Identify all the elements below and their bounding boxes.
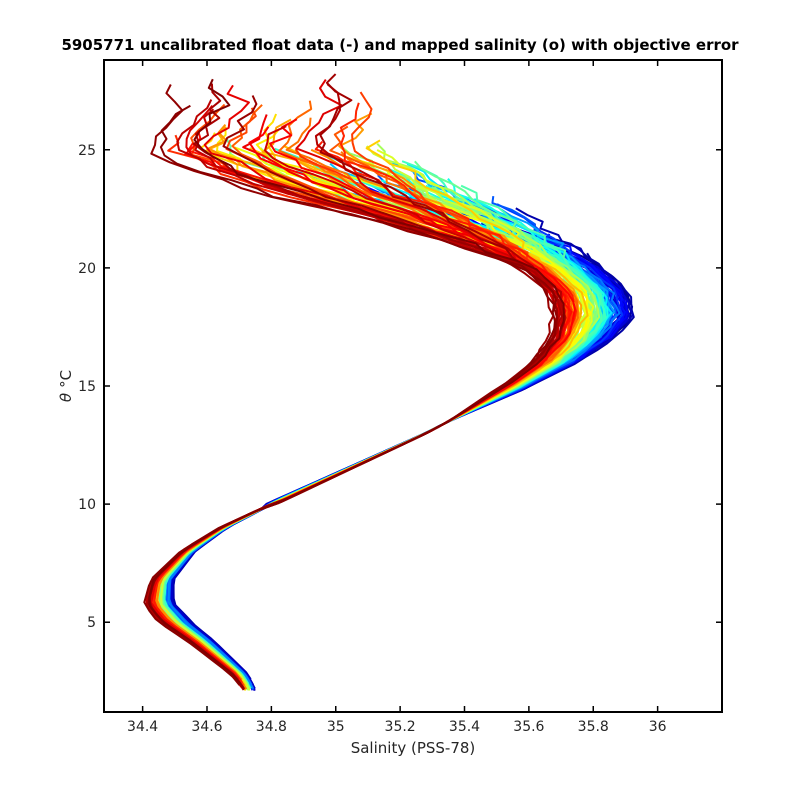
chart-title: 5905771 uncalibrated float data (-) and … — [61, 36, 739, 54]
y-axis: 5 10 15 20 25 — [78, 143, 722, 631]
y-tick-label: 25 — [78, 143, 96, 159]
x-axis: 34.4 34.6 34.8 35 35.2 35.4 35.6 35.8 36 — [127, 60, 667, 735]
profile-line — [143, 104, 556, 686]
x-tick-label: 35.2 — [385, 719, 416, 735]
y-axis-label: θ °C — [57, 370, 75, 402]
profile-line — [148, 78, 565, 685]
y-tick-label: 15 — [78, 379, 96, 395]
x-tick-label: 34.8 — [256, 719, 287, 735]
x-tick-label: 34.6 — [191, 719, 222, 735]
profile-lines — [143, 73, 635, 691]
x-tick-label: 35.8 — [578, 719, 609, 735]
svg-text:θ°C: θ °C — [57, 370, 75, 402]
y-axis-label-symbol: θ — [57, 393, 75, 402]
x-tick-label: 36 — [649, 719, 667, 735]
y-tick-label: 10 — [78, 497, 96, 513]
x-tick-label: 35 — [327, 719, 345, 735]
y-axis-label-unit: °C — [57, 370, 75, 388]
y-tick-label: 5 — [87, 615, 96, 631]
x-tick-label: 35.6 — [513, 719, 544, 735]
x-tick-label: 34.4 — [127, 719, 158, 735]
x-axis-label: Salinity (PSS-78) — [351, 739, 476, 757]
x-tick-label: 35.4 — [449, 719, 480, 735]
y-tick-label: 20 — [78, 261, 96, 277]
